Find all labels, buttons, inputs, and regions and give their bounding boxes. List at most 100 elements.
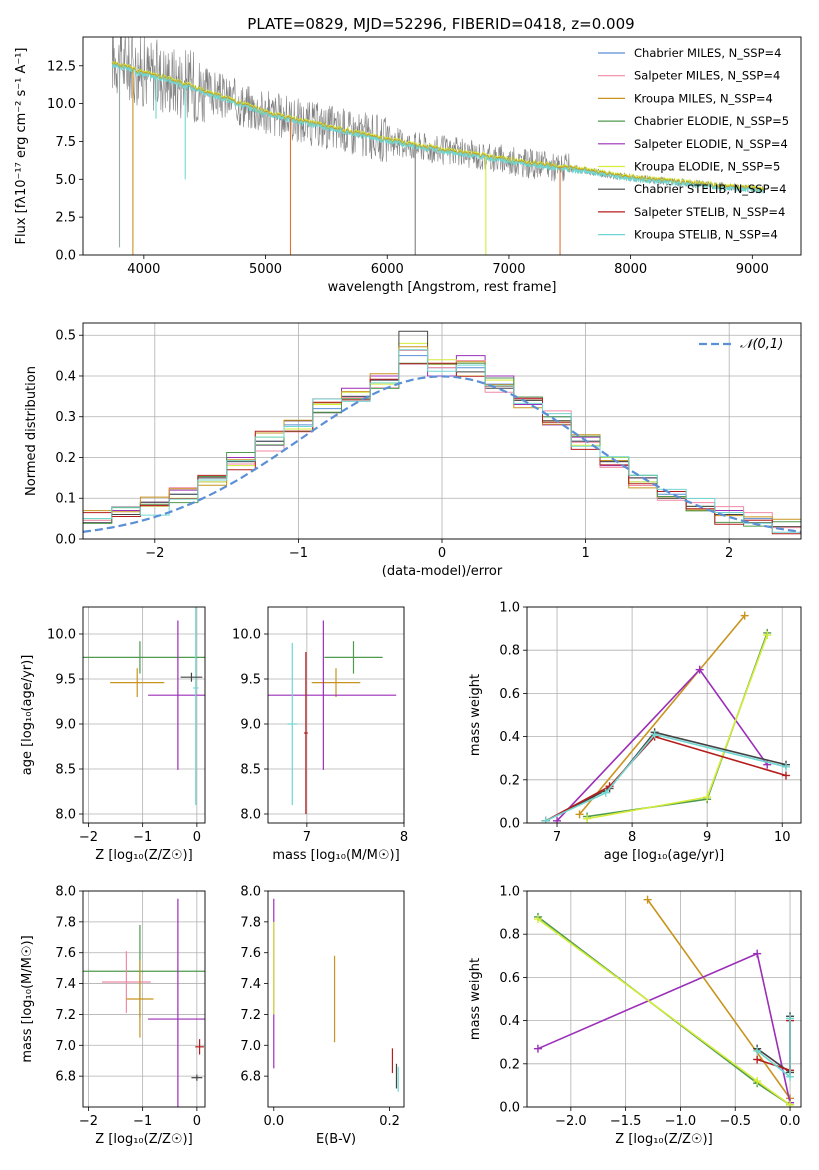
y-tick-label: 8.5: [240, 763, 261, 778]
legend-entry: Chabrier STELIB, N_SSP=4: [634, 182, 786, 196]
legend-entry: Salpeter ELODIE, N_SSP=4: [634, 137, 788, 151]
x-axis-label: wavelength [Angstrom, rest frame]: [328, 280, 557, 295]
weight-line: [578, 615, 746, 815]
legend-entry: Kroupa MILES, N_SSP=4: [634, 91, 773, 105]
x-tick-label: −1.5: [610, 1114, 642, 1129]
y-tick-label: 7.8: [55, 915, 76, 930]
axes-frame: [526, 890, 802, 1108]
y-tick-label: 10.0: [47, 628, 76, 643]
y-tick-label: 0.0: [55, 249, 76, 264]
panel-2: −2 −1 0 8.0 8.5 9.0 9.5 10.0 Z [log₁₀(Z/Z☉)] age …: [20, 606, 206, 863]
y-axis-label: age [log₁₀(age/yr)]: [20, 655, 35, 776]
legend-entry: Salpeter MILES, N_SSP=4: [634, 69, 780, 83]
weight-line: [545, 735, 787, 822]
x-tick-label: 0: [438, 546, 446, 561]
y-tick-label: 8.0: [240, 808, 261, 823]
x-tick-label: −1: [133, 830, 152, 845]
y-tick-label: 0.4: [499, 1014, 520, 1029]
panel-5: −2 −1 0 6.8 7.0 7.2 7.4 7.6 7.8 8.0 Z [log₁₀(Z/Z☉)…: [20, 885, 206, 1147]
y-tick-label: 8.0: [55, 885, 76, 900]
x-tick-label: 0.2: [379, 1114, 400, 1129]
plot-area-2: [83, 607, 205, 805]
plot-area-6: [273, 898, 399, 1092]
x-axis-label: mass [log₁₀(M/M☉)]: [272, 848, 399, 863]
weight-line: [545, 731, 787, 822]
y-tick-label: 7.6: [240, 946, 261, 961]
y-tick-label: 0.4: [55, 369, 76, 384]
panel-0: 4000 5000 6000 7000 8000 9000 0.0 2.5 5.0 7.5 10.0…: [14, 36, 802, 295]
x-axis-label: (data-model)/error: [382, 564, 503, 579]
x-axis-label: Z [log₁₀(Z/Z☉)]: [95, 848, 192, 863]
y-tick-label: 9.5: [240, 673, 261, 688]
y-tick-label: 0.3: [55, 410, 76, 425]
x-tick-label: 8000: [614, 262, 647, 277]
y-tick-label: 0.5: [55, 329, 76, 344]
plot-area-7: [533, 895, 795, 1107]
y-tick-label: 0.2: [499, 1057, 520, 1072]
legend-entry: Kroupa STELIB, N_SSP=4: [634, 228, 778, 242]
x-tick-label: 8: [400, 830, 408, 845]
weight-line: [537, 918, 791, 1106]
model-spectrum-line: [111, 63, 765, 194]
y-tick-label: 0.2: [499, 773, 520, 788]
y-tick-label: 8.0: [240, 885, 261, 900]
x-axis-label: Z [log₁₀(Z/Z☉)]: [615, 1132, 712, 1147]
histogram-step: [83, 349, 801, 539]
x-tick-label: −0.5: [719, 1114, 751, 1129]
y-tick-label: 0.0: [499, 1101, 520, 1116]
y-tick-label: 0.6: [499, 971, 520, 986]
y-tick-label: 7.2: [55, 1008, 76, 1023]
legend-entry: Kroupa ELODIE, N_SSP=5: [634, 160, 780, 174]
y-tick-label: 7.8: [240, 915, 261, 930]
axes-frame: [82, 322, 802, 540]
y-axis-label: mass weight: [468, 958, 483, 1040]
x-tick-label: 0: [193, 830, 201, 845]
x-tick-label: −2: [79, 830, 98, 845]
weight-line: [646, 899, 791, 1099]
y-tick-label: 6.8: [55, 1070, 76, 1085]
y-tick-label: 1.0: [499, 885, 520, 900]
panel-6: 0.0 0.2 6.8 7.0 7.2 7.4 7.6 7.8 8.0 E(B-V): [240, 885, 405, 1147]
y-tick-label: 2.5: [55, 211, 76, 226]
x-axis-label: age [log₁₀(age/yr)]: [604, 848, 725, 863]
x-tick-label: 9: [703, 830, 711, 845]
legend-entry: Chabrier ELODIE, N_SSP=5: [634, 114, 789, 128]
y-axis-label: mass [log₁₀(M/M☉)]: [20, 935, 35, 1062]
y-tick-label: 0.6: [499, 687, 520, 702]
y-tick-label: 12.5: [47, 59, 76, 74]
x-tick-label: 0.0: [780, 1114, 801, 1129]
axes-frame: [82, 606, 206, 824]
y-tick-label: 1.0: [499, 601, 520, 616]
y-tick-label: 10.0: [232, 628, 261, 643]
x-tick-label: 0.0: [263, 1114, 284, 1129]
y-tick-label: 0.8: [499, 644, 520, 659]
plot-panels: 4000 5000 6000 7000 8000 90000.02.55.07.510.0…: [14, 36, 802, 1147]
y-axis-label: Flux [fλ10⁻¹⁷ erg cm⁻² s⁻¹ A⁻¹]: [14, 48, 29, 245]
y-axis-label: mass weight: [468, 674, 483, 756]
x-tick-label: 4000: [127, 262, 160, 277]
x-tick-label: −2: [145, 546, 164, 561]
axes-frame: [82, 890, 206, 1108]
x-tick-label: −1.0: [665, 1114, 697, 1129]
x-tick-label: −1: [133, 1114, 152, 1129]
x-tick-label: 8: [628, 830, 636, 845]
normal-curve: [83, 375, 801, 533]
y-tick-label: 0.8: [499, 928, 520, 943]
y-tick-label: 0.0: [499, 817, 520, 832]
y-tick-label: 7.0: [240, 1039, 261, 1054]
y-tick-label: 9.0: [55, 718, 76, 733]
x-tick-label: 0: [193, 1114, 201, 1129]
y-tick-label: 7.0: [55, 1039, 76, 1054]
panel-3: 7 8 8.0 8.5 9.0 9.5 10.0 mass [log₁₀(M/M☉)]: [232, 606, 408, 863]
y-tick-label: 9.5: [55, 673, 76, 688]
y-tick-label: 5.0: [55, 173, 76, 188]
axes-frame: [267, 606, 405, 824]
y-tick-label: 0.1: [55, 492, 76, 507]
x-tick-label: 1: [581, 546, 589, 561]
x-tick-label: 10: [774, 830, 791, 845]
plot-area-4: [541, 611, 790, 823]
y-tick-label: 0.2: [55, 451, 76, 466]
y-tick-label: 0.0: [55, 533, 76, 548]
weight-line: [586, 632, 768, 818]
x-tick-label: 5000: [249, 262, 282, 277]
